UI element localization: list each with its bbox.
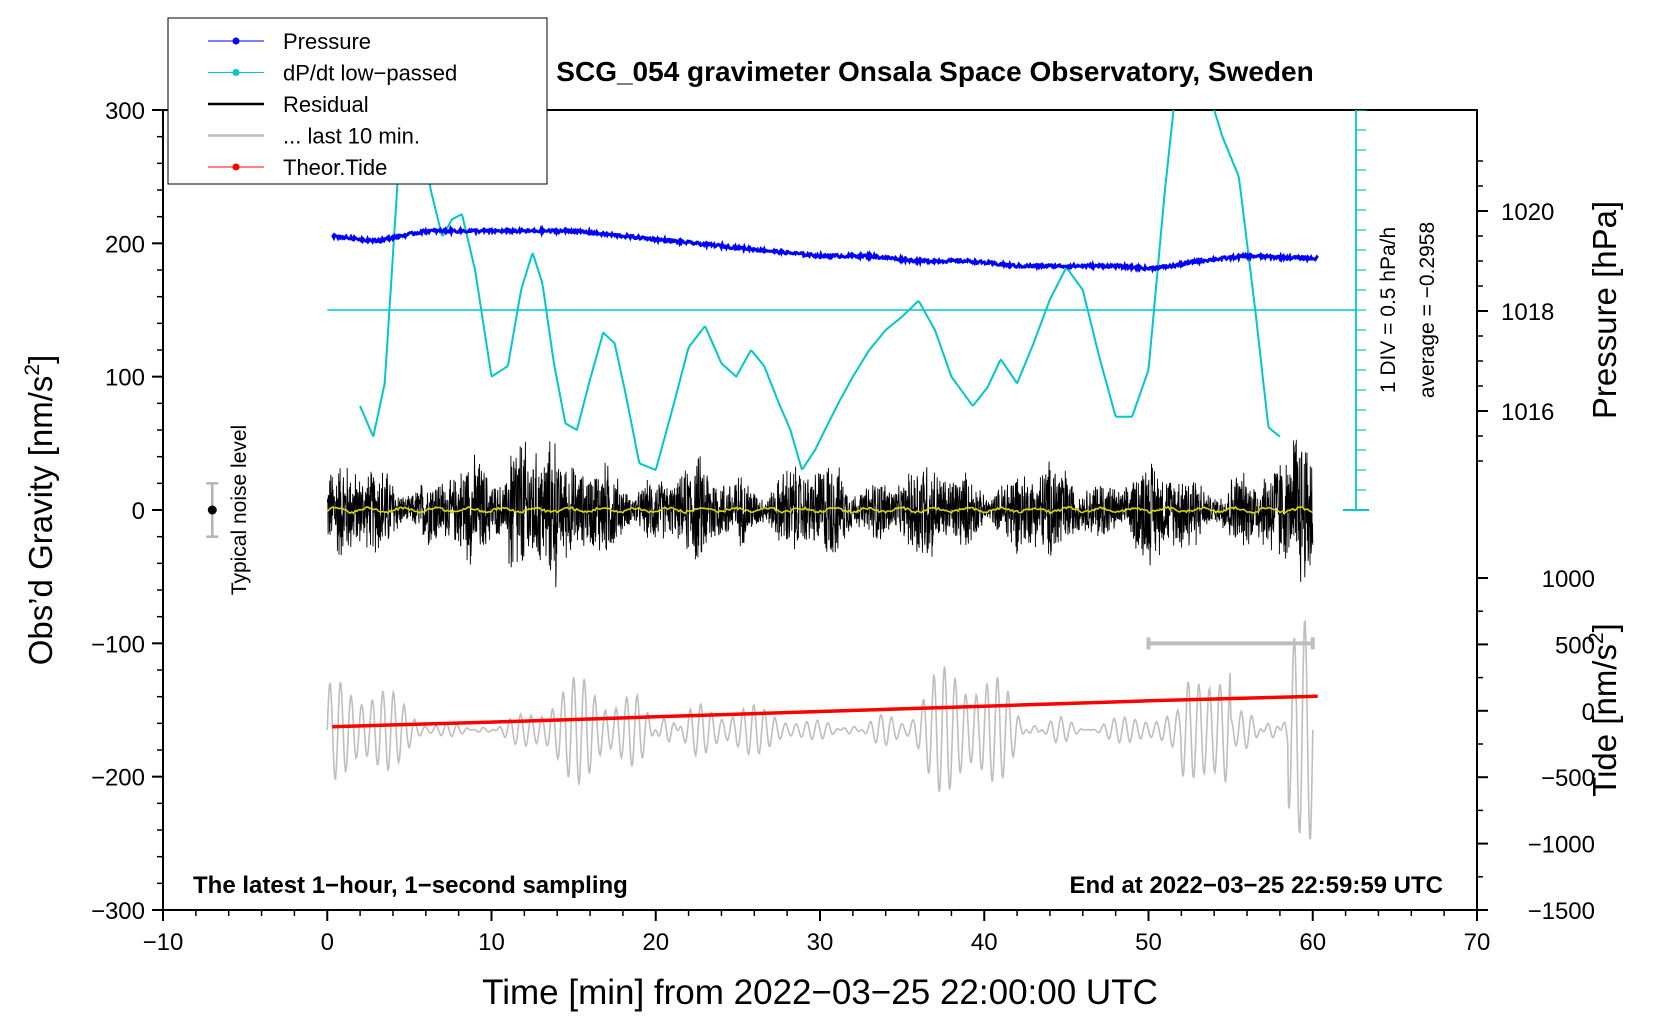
legend-marker — [232, 69, 240, 76]
y-tick-label: 0 — [132, 498, 145, 525]
last10-series-line — [326, 619, 1314, 840]
x-tick-label: 70 — [1464, 929, 1491, 956]
y-axis-label-pressure: Pressure [hPa] — [1586, 201, 1623, 419]
tide-tick-label: −1000 — [1528, 832, 1595, 859]
tide-series-line — [332, 694, 1318, 729]
legend-label: dP/dt low−passed — [283, 61, 457, 86]
noise-bar-dot — [207, 505, 217, 515]
x-tick-label: 30 — [807, 929, 834, 956]
overlay-layer — [206, 482, 1315, 650]
dpdt-average-label: average = −0.2958 — [1416, 222, 1439, 398]
y-axis-label-tide: Tide [nm/s2] — [1585, 623, 1623, 797]
legend-label: ... last 10 min. — [283, 124, 420, 149]
footer-left: The latest 1−hour, 1−second sampling — [193, 872, 628, 899]
y-tick-label: −200 — [91, 765, 145, 792]
x-tick-label: 60 — [1299, 929, 1326, 956]
legend-label: Residual — [283, 92, 369, 117]
y-tick-label: −300 — [91, 898, 145, 925]
y-tick-label: 100 — [105, 365, 145, 392]
tide-tick-label: 0 — [1582, 699, 1595, 726]
pressure-series-line — [331, 224, 1319, 274]
x-tick-label: 20 — [642, 929, 669, 956]
residual-series-line — [326, 439, 1314, 588]
tide-tick-label: −500 — [1541, 765, 1595, 792]
y-tick-label: 300 — [105, 98, 145, 125]
legend-label: Theor.Tide — [283, 155, 387, 180]
tide-tick-label: 1000 — [1542, 566, 1595, 593]
dpdt-scale-label: 1 DIV = 0.5 hPa/h — [1377, 227, 1400, 393]
tide-tick-label: −1500 — [1528, 898, 1595, 925]
dpdt-series-line — [359, 110, 1281, 471]
x-tick-label: 40 — [971, 929, 998, 956]
pressure-tick-label: 1018 — [1501, 299, 1554, 326]
x-tick-label: 10 — [478, 929, 505, 956]
noise-level-label: Typical noise level — [228, 425, 251, 595]
y-axis-label-gravity: Obs’d Gravity [nm/s2] — [21, 355, 59, 666]
legend-label: Pressure — [283, 29, 371, 54]
pressure-tick-label: 1020 — [1501, 199, 1554, 226]
legend-marker — [232, 163, 240, 171]
y-tick-label: 200 — [105, 231, 145, 258]
x-tick-label: −10 — [143, 929, 184, 956]
series-layer — [326, 110, 1369, 840]
footer-right: End at 2022−03−25 22:59:59 UTC — [1069, 872, 1443, 899]
x-tick-label: 50 — [1135, 929, 1162, 956]
pressure-tick-label: 1016 — [1501, 399, 1554, 426]
residual-smoothed-line — [326, 505, 1314, 515]
tide-tick-label: 500 — [1555, 632, 1595, 659]
legend-marker — [232, 37, 240, 45]
axes: −10 0 10 20 30 40 50 60 703002001000−100−200−300… — [91, 98, 1595, 956]
y-tick-label: −100 — [91, 631, 145, 658]
x-axis-label: Time [min] from 2022−03−25 22:00:00 UTC — [482, 973, 1158, 1012]
legend: Pressure dP/dt low−passed Residual ... last… — [167, 17, 548, 185]
chart-title: SCG_054 gravimeter Onsala Space Observat… — [556, 56, 1313, 87]
legend-box — [167, 17, 548, 185]
x-tick-label: 0 — [321, 929, 334, 956]
